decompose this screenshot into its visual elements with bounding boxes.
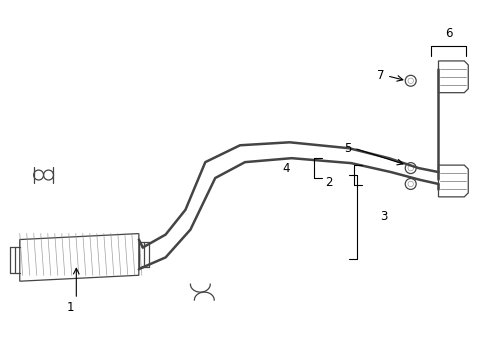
Text: 2: 2 xyxy=(325,176,333,189)
Text: 6: 6 xyxy=(444,27,452,40)
Text: 1: 1 xyxy=(67,301,74,314)
Text: 3: 3 xyxy=(380,210,388,223)
Text: 7: 7 xyxy=(377,69,385,82)
Text: 5: 5 xyxy=(344,142,352,155)
Text: 4: 4 xyxy=(282,162,290,175)
